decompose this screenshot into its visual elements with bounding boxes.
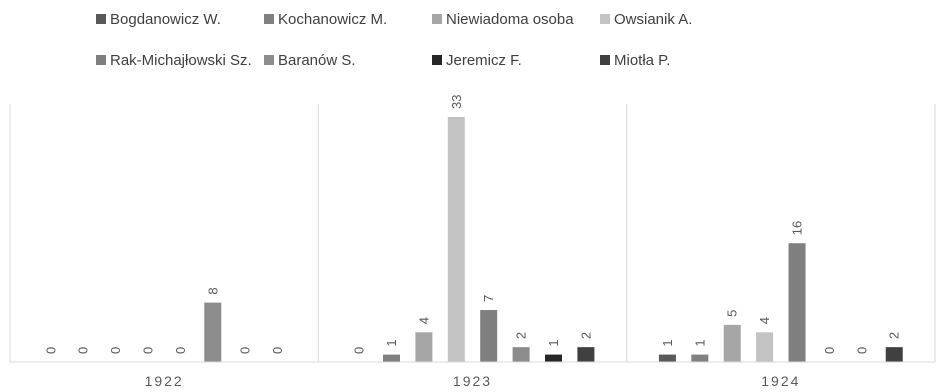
data-label: 0 <box>108 347 123 354</box>
data-label: 8 <box>205 287 220 294</box>
data-label: 16 <box>790 221 805 235</box>
legend-entry: Rak-Michajłowski Sz. <box>110 52 252 69</box>
legend-swatch <box>96 14 106 24</box>
data-label: 2 <box>578 332 593 339</box>
legend-entry: Niewiadoma osoba <box>446 11 574 28</box>
data-label: 2 <box>514 332 529 339</box>
category-separators <box>9 104 936 362</box>
bar <box>885 347 903 362</box>
data-label: 1 <box>660 339 675 346</box>
data-label: 0 <box>140 347 155 354</box>
bar <box>415 332 433 362</box>
legend-entry: Bogdanowicz W. <box>110 11 221 28</box>
data-label: 0 <box>854 347 869 354</box>
bar <box>447 117 465 362</box>
data-label: 1 <box>692 339 707 346</box>
data-label: 5 <box>725 310 740 317</box>
bar <box>204 302 222 362</box>
bar <box>658 354 676 362</box>
data-label: 7 <box>481 295 496 302</box>
data-label: 0 <box>43 347 58 354</box>
bar <box>577 347 595 362</box>
bar <box>480 310 498 362</box>
legend-swatch <box>264 55 274 65</box>
data-label: 33 <box>449 95 464 109</box>
legend-swatch <box>600 55 610 65</box>
category-labels: 1922 1923 1924 <box>145 373 800 389</box>
data-label: 2 <box>887 332 902 339</box>
bar <box>691 354 709 362</box>
legend-swatch <box>264 14 274 24</box>
data-label: 0 <box>238 347 253 354</box>
category-label: 1922 <box>145 373 184 389</box>
category-label: 1923 <box>453 373 492 389</box>
data-label: 0 <box>76 347 91 354</box>
legend-entry: Miotła P. <box>614 52 670 69</box>
data-label: 4 <box>757 317 772 324</box>
legend-entry: Baranów S. <box>278 52 356 69</box>
bar <box>512 347 530 362</box>
data-label: 0 <box>270 347 285 354</box>
legend-swatch <box>432 14 442 24</box>
data-label: 0 <box>352 347 367 354</box>
legend-swatch <box>96 55 106 65</box>
bar <box>383 354 400 362</box>
data-label: 4 <box>416 317 431 324</box>
data-label: 0 <box>173 347 188 354</box>
data-label: 1 <box>546 339 561 346</box>
bar <box>545 354 562 362</box>
bars <box>204 117 903 362</box>
data-label: 1 <box>384 339 399 346</box>
legend: Bogdanowicz W. Kochanowicz M. Niewiadoma o… <box>96 11 692 69</box>
bar <box>723 324 741 362</box>
data-label: 0 <box>822 347 837 354</box>
category-label: 1924 <box>761 373 800 389</box>
data-labels: 0 0 0 0 0 8 0 0 0 1 4 33 7 2 1 2 1 1 5 4 16 0 0 2 <box>43 95 901 354</box>
bar <box>756 332 774 362</box>
legend-entry: Kochanowicz M. <box>278 11 387 28</box>
legend-entry: Owsianik A. <box>614 11 692 28</box>
legend-swatch <box>600 14 610 24</box>
legend-swatch <box>432 55 442 65</box>
legend-entry: Jeremicz F. <box>446 52 522 69</box>
bar <box>788 243 806 362</box>
